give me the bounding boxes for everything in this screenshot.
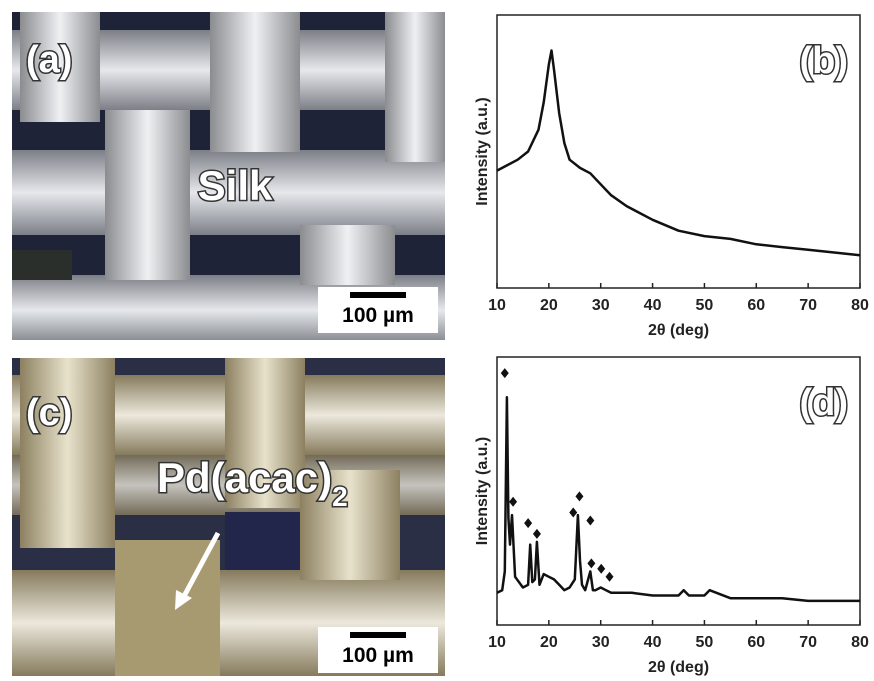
scale-label: 100 µm [342,304,414,327]
plot-frame [496,356,861,626]
x-tick-label: 20 [540,634,558,651]
y-axis-label: Intensity (a.u.) [474,97,491,205]
panel-label: (d) [799,382,848,424]
micrograph-a [12,12,445,340]
peak-marker [509,496,518,507]
x-axis-label: 2θ (deg) [648,659,709,676]
x-tick-label: 60 [747,297,765,314]
peak-marker [569,507,578,518]
x-tick-label: 50 [696,297,714,314]
scale-bar [350,292,406,298]
x-tick-label: 10 [488,634,506,651]
x-tick-label: 40 [644,634,662,651]
peak-marker [575,491,584,502]
panel-label: (b) [799,40,848,82]
scale-label: 100 µm [342,644,414,667]
peak-marker [597,563,606,574]
y-axis-label: Intensity (a.u.) [474,437,491,545]
sample-label: Silk [198,162,273,209]
panel-label: (c) [26,392,72,434]
x-tick-label: 30 [592,634,610,651]
x-tick-label: 70 [799,297,817,314]
panel-label: (a) [26,39,72,81]
x-tick-label: 80 [851,297,869,314]
x-tick-label: 80 [851,634,869,651]
x-axis-label: 2θ (deg) [648,322,709,339]
x-tick-label: 60 [747,634,765,651]
plot-frame [496,14,861,289]
peak-marker [605,571,614,582]
scale-bar [350,632,406,638]
micrograph-c [12,358,445,676]
x-tick-label: 70 [799,634,817,651]
x-tick-label: 40 [644,297,662,314]
xrd-line [496,395,860,603]
xrd-line [496,49,861,257]
peak-marker [500,368,509,379]
peak-marker [587,558,596,569]
peak-marker [586,515,595,526]
sample-label: Pd(acac)2 [157,454,348,512]
peak-marker [524,518,533,529]
x-tick-label: 30 [592,297,610,314]
x-tick-label: 10 [488,297,506,314]
x-tick-label: 20 [540,297,558,314]
peak-marker [532,528,541,539]
x-tick-label: 50 [696,634,714,651]
